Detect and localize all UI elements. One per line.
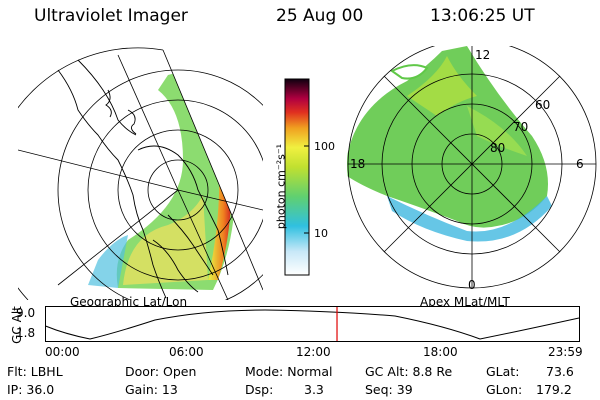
aurora-oval-mag — [347, 46, 552, 242]
status-gc-alt: GC Alt: 8.8 Re — [365, 364, 453, 379]
status-glat-value: 73.6 — [546, 364, 574, 379]
time-label: 13:06:25 UT — [430, 6, 535, 26]
mlt-label-0: 0 — [468, 278, 476, 292]
colorbar-unit-label: photon cm⁻²s⁻¹ — [274, 143, 288, 230]
mag-grid — [347, 46, 597, 289]
geographic-map — [18, 47, 263, 300]
apex-map — [347, 46, 597, 289]
instrument-title: Ultraviolet Imager — [34, 6, 188, 26]
status-gain: Gain: 13 — [125, 382, 178, 397]
status-glon-label: GLon: — [486, 382, 523, 397]
time-tick-2359: 23:59 — [548, 345, 583, 359]
status-flt: Flt: LBHL — [7, 364, 63, 379]
status-ip: IP: 36.0 — [7, 382, 55, 397]
mlat-label-60: 60 — [535, 98, 551, 112]
status-seq: Seq: 39 — [365, 382, 413, 397]
status-glon-value: 179.2 — [536, 382, 572, 397]
status-dsp-label: Dsp: — [245, 382, 274, 397]
time-tick-1200: 12:00 — [296, 345, 331, 359]
status-dsp-value: 3.3 — [304, 382, 324, 397]
time-tick-1800: 18:00 — [423, 345, 458, 359]
time-tick-0600: 06:00 — [169, 345, 204, 359]
status-door: Door: Open — [125, 364, 197, 379]
altitude-plot — [45, 306, 580, 342]
mlt-label-18: 18 — [350, 157, 366, 171]
geo-map-label: Geographic Lat/Lon — [70, 295, 188, 309]
colorbar — [284, 78, 310, 276]
mag-map-label: Apex MLat/MLT — [420, 295, 510, 309]
time-tick-0000: 00:00 — [45, 345, 80, 359]
mlat-label-70: 70 — [513, 120, 529, 134]
status-glat-label: GLat: — [486, 364, 520, 379]
date-label: 25 Aug 00 — [276, 6, 364, 26]
mlt-label-12: 12 — [475, 48, 491, 62]
coastlines — [57, 59, 229, 299]
status-mode: Mode: Normal — [245, 364, 333, 379]
mlat-label-80: 80 — [490, 141, 506, 155]
colorbar-tick-100: 100 — [314, 140, 335, 153]
alt-tick-9: 9.0 — [16, 306, 36, 320]
colorbar-tick-10: 10 — [314, 227, 328, 240]
alt-tick-1-8: 1.8 — [16, 326, 36, 340]
geo-grid — [18, 47, 263, 300]
mlt-label-6: 6 — [576, 157, 584, 171]
aurora-oval-geo — [88, 72, 236, 290]
